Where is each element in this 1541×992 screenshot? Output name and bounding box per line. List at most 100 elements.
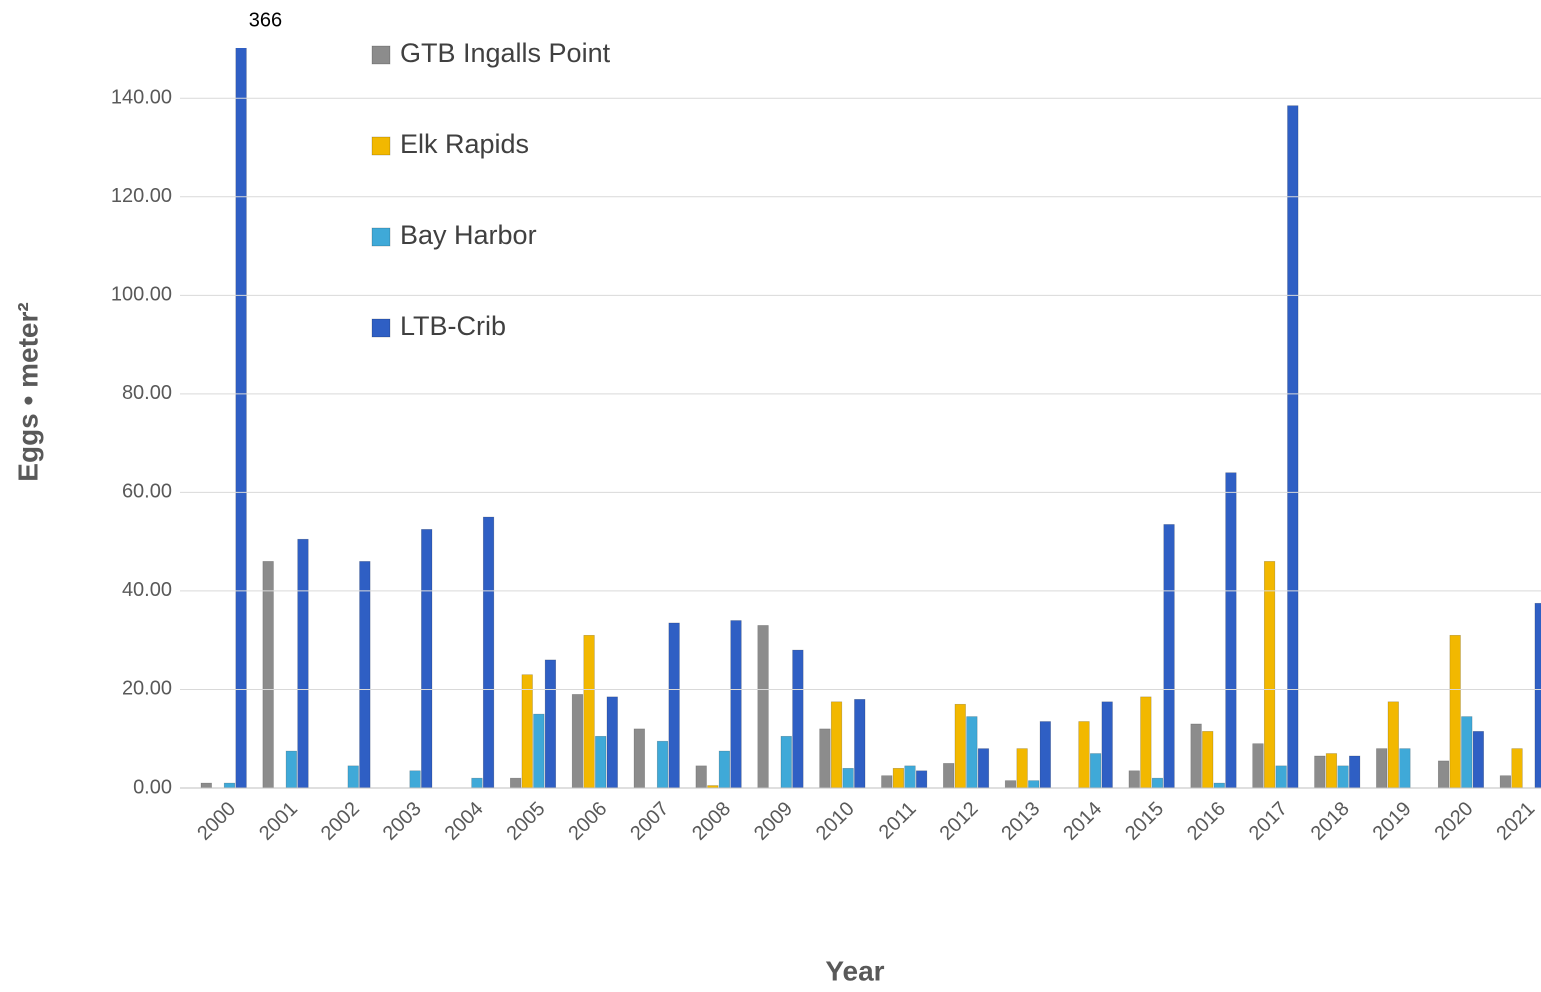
- bar: [1534, 602, 1541, 789]
- bar: [1202, 731, 1214, 789]
- bar: [1004, 780, 1017, 789]
- bar: [1314, 755, 1326, 789]
- legend-label: Elk Rapids: [400, 129, 529, 159]
- bar: [533, 713, 545, 789]
- bar: [1225, 472, 1237, 789]
- bar: [1252, 743, 1264, 789]
- legend-label: GTB Ingalls Point: [400, 38, 611, 68]
- bar: [510, 777, 522, 789]
- bar: [1039, 721, 1051, 789]
- y-tick-label: 40.00: [122, 579, 172, 601]
- bar: [656, 740, 669, 789]
- bar: [915, 770, 928, 789]
- x-tick-label: 2013: [997, 798, 1044, 845]
- bar: [1028, 780, 1040, 789]
- x-tick-label: 2005: [502, 798, 549, 845]
- bar: [359, 561, 371, 789]
- bar: [223, 782, 236, 789]
- bar: [482, 516, 495, 789]
- x-tick-label: 2019: [1369, 798, 1416, 845]
- x-tick-label: 2012: [936, 798, 983, 845]
- bar: [1461, 716, 1473, 789]
- bar: [966, 716, 978, 789]
- bars: [200, 48, 1541, 789]
- x-axis-title: Year: [825, 955, 884, 986]
- bar: [892, 767, 904, 789]
- bar: [1163, 524, 1175, 789]
- bar: [285, 750, 297, 789]
- data-label: 366: [249, 9, 282, 31]
- bar: [757, 625, 769, 789]
- bar: [262, 561, 274, 789]
- bar: [633, 728, 645, 789]
- bar: [1399, 748, 1411, 789]
- bar: [943, 763, 955, 789]
- x-tick-label: 2007: [626, 798, 673, 845]
- bar: [1016, 748, 1028, 789]
- bar: [347, 765, 359, 789]
- y-axis-title: Eggs • meter²: [12, 302, 43, 481]
- bar: [1499, 775, 1512, 789]
- x-tick-label: 2002: [317, 798, 364, 845]
- bar: [881, 775, 893, 789]
- y-tick-label: 140.00: [111, 87, 172, 109]
- bar: [1078, 721, 1090, 789]
- x-tick-label: 2009: [750, 798, 797, 845]
- bar: [780, 735, 792, 789]
- y-tick-label: 20.00: [122, 678, 172, 700]
- bar: [571, 694, 584, 789]
- bar: [954, 703, 966, 789]
- bar: [695, 765, 707, 789]
- bar: [521, 674, 533, 789]
- bar: [842, 767, 854, 789]
- bar: [1437, 760, 1450, 789]
- x-tick-label: 2018: [1307, 798, 1354, 845]
- bar: [1472, 731, 1484, 789]
- bar: [200, 782, 212, 789]
- bar: [409, 770, 421, 789]
- bar: [1349, 755, 1361, 789]
- bar: [854, 699, 866, 789]
- bar: [1337, 765, 1349, 789]
- bar: [792, 649, 804, 789]
- x-tick-label: 2011: [875, 798, 921, 844]
- bar: [730, 620, 742, 789]
- bar: [1213, 782, 1225, 789]
- legend-swatch: [371, 227, 391, 247]
- bar: [1376, 748, 1388, 789]
- bar: [544, 659, 557, 789]
- bar: [1089, 753, 1102, 789]
- bar: [1190, 723, 1202, 789]
- legend-swatch: [371, 45, 391, 65]
- bar: [1287, 105, 1299, 789]
- bar: [421, 529, 433, 789]
- x-tick-label: 2020: [1430, 798, 1477, 845]
- x-tick-label: 2006: [564, 798, 611, 845]
- legend-label: LTB-Crib: [400, 311, 506, 341]
- bar: [1449, 634, 1461, 789]
- x-tick-label: 2014: [1059, 798, 1106, 845]
- bar: [904, 765, 916, 789]
- x-tick-label: 2016: [1183, 798, 1230, 845]
- x-tick-label: 2010: [812, 798, 859, 845]
- bar: [471, 777, 483, 789]
- x-tick-label: 2008: [688, 798, 735, 845]
- y-tick-label: 120.00: [111, 185, 172, 207]
- bar: [819, 728, 831, 789]
- bar: [718, 750, 731, 789]
- bar: [1511, 748, 1523, 789]
- x-tick-label: 2021: [1492, 798, 1539, 845]
- bar: [1151, 777, 1164, 789]
- bar: [1263, 561, 1276, 789]
- bar: [595, 735, 607, 789]
- bar: [668, 622, 680, 789]
- x-tick-label: 2003: [379, 798, 426, 845]
- bar: [1140, 696, 1152, 789]
- legend-label: Bay Harbor: [400, 220, 537, 250]
- bar: [830, 701, 843, 789]
- y-tick-label: 0.00: [133, 776, 172, 798]
- x-tick-label: 2000: [193, 798, 240, 845]
- y-tick-label: 80.00: [122, 382, 172, 404]
- x-tick-label: 2017: [1245, 798, 1292, 845]
